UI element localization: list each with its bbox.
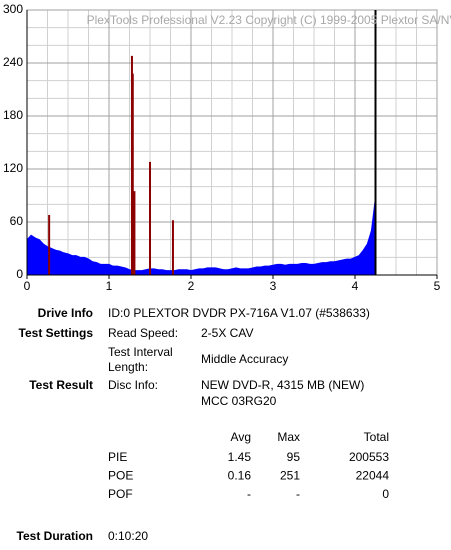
label: Read Speed: bbox=[108, 326, 178, 340]
x-tick-label: 0 bbox=[24, 279, 31, 293]
cell: 0.16 bbox=[228, 469, 252, 483]
label: Test Interval bbox=[108, 345, 173, 359]
value: 0:10:20 bbox=[108, 529, 148, 543]
value: Middle Accuracy bbox=[201, 352, 288, 366]
column-header: Avg bbox=[231, 430, 251, 444]
watermark: PlexTools Professional V2.23 Copyright (… bbox=[87, 13, 451, 27]
y-tick-label: 240 bbox=[3, 55, 23, 69]
label: Drive Info bbox=[38, 306, 93, 320]
label: Disc Info: bbox=[108, 378, 158, 392]
cell: 1.45 bbox=[228, 450, 252, 464]
result-table: Avg Max Total PIE 1.45 95 200553 POE 0.16 251 2204… bbox=[108, 430, 389, 501]
value: 2-5X CAV bbox=[201, 326, 253, 340]
y-tick-label: 300 bbox=[3, 2, 23, 16]
y-tick-label: 120 bbox=[3, 161, 23, 175]
cell: 0 bbox=[382, 487, 389, 501]
cell: 22044 bbox=[356, 469, 390, 483]
x-tick-label: 3 bbox=[270, 279, 277, 293]
x-tick-label: 2 bbox=[188, 279, 195, 293]
y-tick-label: 180 bbox=[3, 108, 23, 122]
x-tick-label: 4 bbox=[352, 279, 359, 293]
column-header: Total bbox=[364, 430, 389, 444]
row-label: PIE bbox=[108, 450, 127, 464]
value: NEW DVD-R, 4315 MB (NEW) bbox=[201, 378, 364, 392]
y-tick-label: 0 bbox=[16, 267, 23, 281]
value: MCC 03RG20 bbox=[201, 394, 277, 408]
cell: - bbox=[247, 487, 251, 501]
cell: 200553 bbox=[349, 450, 389, 464]
ticks: 0 1 2 3 4 5 0 60 120 180 240 300 bbox=[3, 2, 441, 293]
pie-area bbox=[26, 197, 376, 276]
x-tick-label: 5 bbox=[434, 279, 441, 293]
cell: 251 bbox=[280, 469, 300, 483]
label: Length: bbox=[108, 360, 148, 374]
row-label: POF bbox=[108, 487, 133, 501]
label: Test Result bbox=[29, 378, 93, 392]
cell: 95 bbox=[287, 450, 301, 464]
value: ID:0 PLEXTOR DVDR PX-716A V1.07 (#538633… bbox=[108, 306, 370, 320]
label: Test Duration bbox=[17, 529, 93, 543]
column-header: Max bbox=[277, 430, 300, 444]
x-tick-label: 1 bbox=[106, 279, 113, 293]
cell: - bbox=[296, 487, 300, 501]
y-tick-label: 60 bbox=[10, 214, 24, 228]
label: Test Settings bbox=[19, 326, 94, 340]
marks bbox=[26, 10, 377, 276]
row-label: POE bbox=[108, 469, 133, 483]
